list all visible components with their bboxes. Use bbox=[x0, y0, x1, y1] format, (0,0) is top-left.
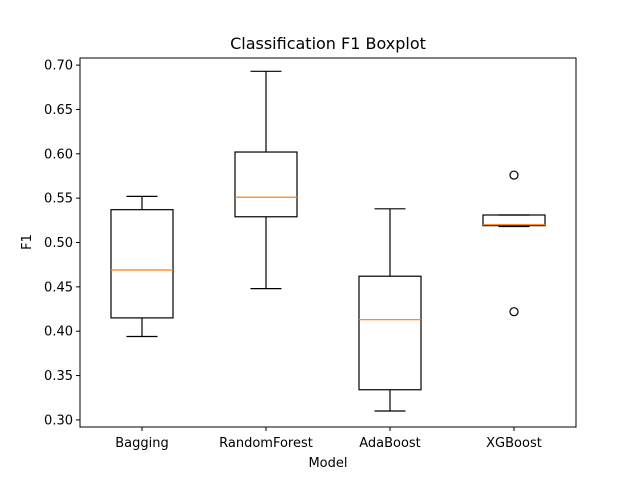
x-tick-label: RandomForest bbox=[219, 436, 313, 451]
chart-title: Classification F1 Boxplot bbox=[230, 34, 426, 53]
x-tick-label: Bagging bbox=[115, 436, 169, 451]
box-iqr bbox=[482, 214, 546, 227]
box-iqr bbox=[358, 275, 422, 391]
box-iqr bbox=[234, 151, 298, 218]
outlier-point bbox=[509, 170, 519, 180]
y-tick-label: 0.55 bbox=[44, 192, 73, 207]
y-tick-label: 0.70 bbox=[44, 59, 73, 74]
y-tick-label: 0.35 bbox=[44, 369, 73, 384]
y-axis-label: F1 bbox=[20, 234, 35, 250]
outlier-point bbox=[509, 307, 519, 317]
y-tick-label: 0.65 bbox=[44, 103, 73, 118]
y-tick-label: 0.50 bbox=[44, 236, 73, 251]
x-tick-label: AdaBoost bbox=[359, 436, 421, 451]
plot-frame bbox=[79, 57, 577, 428]
y-tick-label: 0.45 bbox=[44, 280, 73, 295]
y-tick-label: 0.60 bbox=[44, 147, 73, 162]
x-axis-label: Model bbox=[308, 456, 347, 471]
x-tick-label: XGBoost bbox=[486, 436, 542, 451]
box-iqr bbox=[110, 209, 174, 319]
y-tick-label: 0.30 bbox=[44, 413, 73, 428]
y-tick-label: 0.40 bbox=[44, 325, 73, 340]
